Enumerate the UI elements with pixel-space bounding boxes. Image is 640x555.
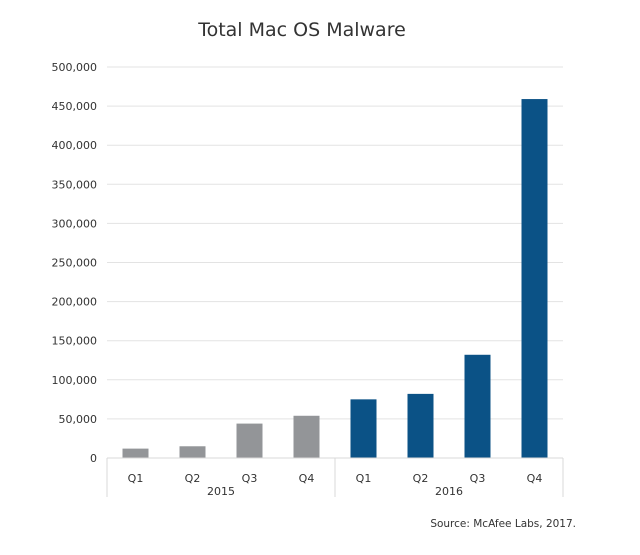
bar-2016-Q4 <box>521 99 548 458</box>
source-note: Source: McAfee Labs, 2017. <box>430 518 576 530</box>
bar-2016-Q2 <box>407 393 434 458</box>
x-tick-label: Q3 <box>470 472 486 485</box>
bar-2016-Q3 <box>464 354 491 458</box>
y-tick-label: 50,000 <box>59 413 98 426</box>
y-tick-label: 100,000 <box>52 374 98 387</box>
x-tick-label: Q1 <box>128 472 144 485</box>
bar-2015-Q1 <box>122 448 149 458</box>
y-tick-label: 500,000 <box>52 61 98 74</box>
y-tick-label: 350,000 <box>52 178 98 191</box>
y-tick-label: 300,000 <box>52 217 98 230</box>
bar-2016-Q1 <box>350 399 377 458</box>
bar-2015-Q2 <box>179 446 206 458</box>
x-tick-label: Q1 <box>356 472 372 485</box>
y-tick-label: 0 <box>90 452 97 465</box>
group-label: 2015 <box>207 485 235 498</box>
group-label: 2016 <box>435 485 463 498</box>
x-tick-label: Q4 <box>527 472 543 485</box>
y-tick-label: 400,000 <box>52 139 98 152</box>
x-tick-label: Q2 <box>413 472 429 485</box>
y-tick-label: 450,000 <box>52 100 98 113</box>
x-tick-label: Q3 <box>242 472 258 485</box>
x-tick-label: Q4 <box>299 472 315 485</box>
y-tick-label: 250,000 <box>52 257 98 270</box>
y-tick-label: 150,000 <box>52 335 98 348</box>
y-tick-label: 200,000 <box>52 296 98 309</box>
bar-2015-Q4 <box>293 415 320 458</box>
bar-2015-Q3 <box>236 423 263 458</box>
x-tick-label: Q2 <box>185 472 201 485</box>
chart-title: Total Mac OS Malware <box>197 19 406 41</box>
